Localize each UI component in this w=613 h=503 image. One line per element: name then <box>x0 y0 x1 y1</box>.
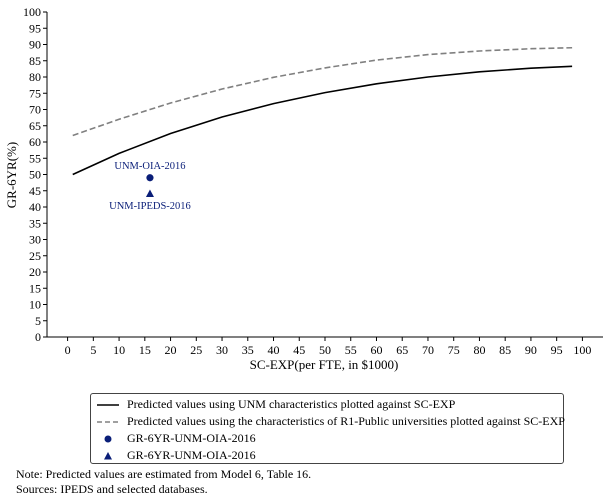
y-axis-label: GR-6YR(%) <box>4 142 19 208</box>
x-tick-label: 75 <box>448 343 460 357</box>
y-tick-label: 95 <box>29 21 41 35</box>
y-tick-label: 15 <box>29 281 41 295</box>
x-tick-label: 25 <box>190 343 202 357</box>
x-tick-label: 10 <box>113 343 125 357</box>
legend-item-unm-line: Predicted values using UNM characteristi… <box>97 396 555 413</box>
data-point-label: UNM-IPEDS-2016 <box>109 201 191 212</box>
y-tick-label: 60 <box>29 135 41 149</box>
series-line-unm <box>72 65 573 176</box>
legend-label: GR-6YR-UNM-OIA-2016 <box>127 448 256 462</box>
y-tick-label: 10 <box>29 298 41 312</box>
x-tick-label: 5 <box>90 343 96 357</box>
legend: Predicted values using UNM characteristi… <box>90 393 565 464</box>
legend-triangle-marker-swatch <box>104 451 112 459</box>
y-tick-label: 90 <box>29 38 41 52</box>
legend-item-circle-point: GR-6YR-UNM-OIA-2016 <box>97 430 555 447</box>
data-point-triangle <box>145 189 154 197</box>
y-tick-label: 80 <box>29 70 41 84</box>
x-tick-label: 55 <box>345 343 357 357</box>
x-tick-label: 20 <box>165 343 177 357</box>
x-axis-ticks: 0 5 10 15 20 25 30 35 40 45 50 55 60 65 70 75 80 85 90 95 10… <box>65 337 591 357</box>
y-tick-label: 65 <box>29 119 41 133</box>
x-tick-label: 40 <box>268 343 280 357</box>
y-tick-label: 50 <box>29 168 41 182</box>
x-tick-label: 35 <box>242 343 254 357</box>
x-tick-label: 15 <box>139 343 151 357</box>
legend-item-r1-line: Predicted values using the characteristi… <box>97 413 565 430</box>
x-tick-label: 45 <box>293 343 305 357</box>
x-tick-label: 80 <box>473 343 485 357</box>
x-tick-label: 100 <box>573 343 591 357</box>
axes <box>46 12 603 338</box>
y-tick-label: 25 <box>29 249 41 263</box>
y-tick-label: 55 <box>29 151 41 165</box>
y-tick-label: 100 <box>23 5 41 19</box>
y-tick-label: 0 <box>35 330 41 344</box>
x-tick-label: 65 <box>396 343 408 357</box>
legend-label: GR-6YR-UNM-OIA-2016 <box>127 431 256 445</box>
y-tick-label: 40 <box>29 200 41 214</box>
legend-dashed-line-swatch <box>97 420 119 423</box>
sources-text: Sources: IPEDS and selected databases. <box>16 482 208 496</box>
y-tick-label: 30 <box>29 233 41 247</box>
data-point-circle <box>146 174 154 182</box>
y-tick-label: 85 <box>29 54 41 68</box>
x-tick-label: 70 <box>422 343 434 357</box>
y-axis-ticks: 0 5 10 15 20 25 30 35 40 45 50 55 60 65 70 75 80 85 90 95 10… <box>23 5 47 344</box>
x-axis-label: SC-EXP(per FTE, in $1000) <box>250 357 399 372</box>
legend-label: Predicted values using UNM characteristi… <box>127 397 456 411</box>
x-tick-label: 50 <box>319 343 331 357</box>
y-tick-label: 20 <box>29 265 41 279</box>
y-tick-label: 5 <box>35 314 41 328</box>
x-tick-label: 30 <box>216 343 228 357</box>
y-tick-label: 70 <box>29 103 41 117</box>
x-tick-label: 95 <box>551 343 563 357</box>
x-tick-label: 60 <box>370 343 382 357</box>
legend-item-triangle-point: GR-6YR-UNM-OIA-2016 <box>97 447 555 464</box>
chart-notes: Note: Predicted values are estimated fro… <box>16 467 311 497</box>
note-text: Note: Predicted values are estimated fro… <box>16 467 312 481</box>
legend-solid-line-swatch <box>97 403 119 406</box>
legend-circle-marker-swatch <box>104 435 112 442</box>
x-tick-label: 0 <box>65 343 71 357</box>
data-points: UNM-OIA-2016 UNM-IPEDS-2016 <box>109 161 191 212</box>
y-tick-label: 75 <box>29 86 41 100</box>
data-point-label: UNM-OIA-2016 <box>114 161 185 172</box>
series-lines <box>72 46 573 176</box>
y-tick-label: 45 <box>29 184 41 198</box>
y-tick-label: 35 <box>29 216 41 230</box>
x-tick-label: 85 <box>499 343 511 357</box>
series-line-r1-public <box>72 46 573 137</box>
legend-label: Predicted values using the characteristi… <box>127 414 565 428</box>
x-tick-label: 90 <box>525 343 537 357</box>
